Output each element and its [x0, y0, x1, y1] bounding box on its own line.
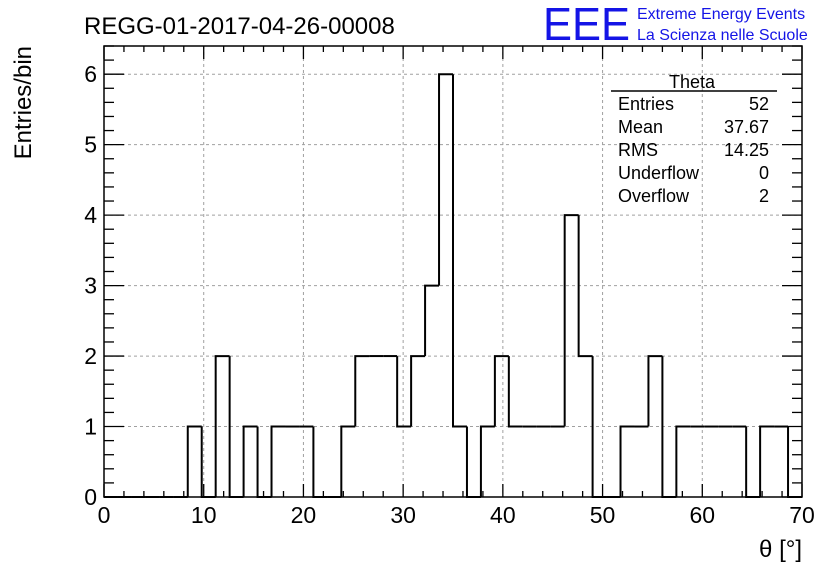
- histogram-bin: [493, 355, 509, 427]
- histogram-bin: [214, 355, 230, 497]
- histogram-bin: [438, 73, 453, 286]
- histogram-bin: [465, 426, 481, 498]
- x-tick-label: 40: [490, 502, 516, 528]
- histogram-bin: [479, 425, 495, 497]
- stats-value: 2: [759, 186, 769, 206]
- x-tick-label: 0: [98, 502, 111, 528]
- histogram-bin: [452, 74, 467, 428]
- stats-value: 14.25: [724, 140, 769, 160]
- stats-label: Mean: [618, 117, 663, 137]
- x-tick-label: 30: [390, 502, 416, 528]
- y-tick-labels: 0 1 2 3 4 5 6: [84, 61, 97, 510]
- histogram-bin: [745, 426, 761, 498]
- stats-value: 37.67: [724, 117, 769, 137]
- x-tick-label: 70: [789, 502, 815, 528]
- histogram-bin: [507, 356, 523, 428]
- histogram-bin: [396, 356, 412, 428]
- eee-logo-line2: La Scienza nelle Scuole: [637, 27, 808, 44]
- x-tick-label: 10: [191, 502, 217, 528]
- histogram-bin: [270, 425, 286, 497]
- run-title: REGG-01-2017-04-26-00008: [84, 13, 395, 40]
- histogram-bin: [354, 355, 370, 427]
- x-tick-label: 20: [291, 502, 317, 528]
- y-tick-label: 6: [84, 61, 97, 87]
- stats-value: 0: [759, 163, 769, 183]
- histogram-bin: [577, 215, 593, 358]
- stats-rows: Entries 52 Mean 37.67 RMS 14.25 Underflow 0 Over…: [618, 94, 769, 206]
- stats-box: Theta Entries 52 Mean 37.67 RMS 14.25 Underflo…: [611, 72, 777, 206]
- histogram-bin: [619, 425, 635, 497]
- histogram-bin: [759, 425, 775, 497]
- y-tick-label: 4: [84, 202, 97, 228]
- stats-title: Theta: [669, 72, 716, 92]
- x-tick-label: 60: [689, 502, 715, 528]
- stats-label: Overflow: [618, 186, 690, 206]
- histogram-bin: [647, 355, 663, 427]
- stats-label: RMS: [618, 140, 658, 160]
- stats-label: Entries: [618, 94, 674, 114]
- histogram-bin: [186, 425, 202, 497]
- eee-logo-line1: Extreme Energy Events: [637, 6, 805, 23]
- y-tick-label: 1: [84, 414, 97, 440]
- y-tick-label: 5: [84, 132, 97, 158]
- histogram-bin: [424, 284, 440, 357]
- x-tick-labels: 0 10 20 30 40 50 60 70: [98, 502, 815, 528]
- histogram-bin: [563, 214, 579, 427]
- stats-label: Underflow: [618, 163, 700, 183]
- axis-ticks: [103, 45, 803, 498]
- histogram-bin: [242, 425, 258, 497]
- x-axis-label: θ [°]: [759, 536, 802, 563]
- eee-logo: EEE Extreme Energy Events La Scienza nel…: [543, 0, 808, 50]
- y-tick-label: 2: [84, 343, 97, 369]
- histogram-bin: [312, 426, 328, 498]
- histogram-bin: [675, 425, 691, 497]
- y-axis-label: Entries/bin: [10, 46, 37, 159]
- histogram-bin: [340, 425, 356, 497]
- y-tick-label: 0: [84, 484, 97, 510]
- histogram-bin: [787, 426, 802, 498]
- histogram-bin: [256, 426, 272, 498]
- x-tick-label: 50: [590, 502, 616, 528]
- stats-value: 52: [749, 94, 769, 114]
- eee-logo-text: EEE: [543, 0, 630, 50]
- histogram-bin: [410, 355, 426, 427]
- y-tick-label: 3: [84, 273, 97, 299]
